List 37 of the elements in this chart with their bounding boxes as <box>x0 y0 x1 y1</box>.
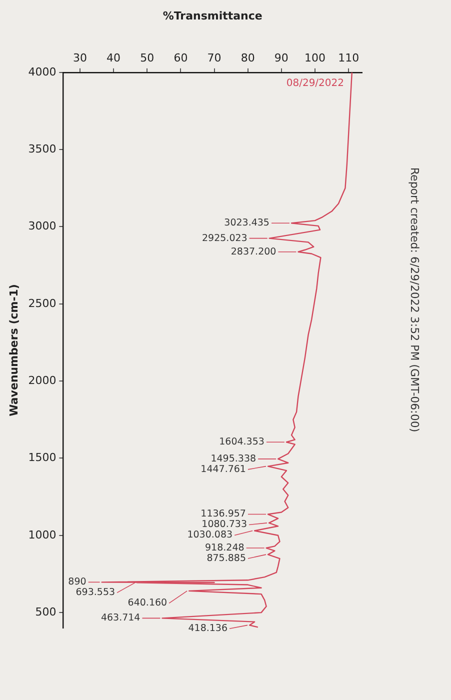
y-tick-label: 2000 <box>28 374 56 387</box>
annotation: 640.160 <box>128 598 168 609</box>
x-tick-label: 90 <box>274 52 288 65</box>
x-tick-label: 60 <box>174 52 188 65</box>
y-tick-label: 2500 <box>28 296 56 310</box>
y-tick-label: 1500 <box>28 451 56 464</box>
annotation: 918.248 <box>205 542 244 554</box>
annotation: 1447.761 <box>200 464 246 475</box>
annotation: 1080.733 <box>202 519 247 530</box>
annotation: 2837.200 <box>230 246 276 258</box>
annotation: 875.885 <box>206 552 246 564</box>
annotation: 2925.023 <box>202 232 248 244</box>
annotation: 463.714 <box>100 612 140 624</box>
x-tick-label: 70 <box>207 52 222 65</box>
y-tick-label: 3500 <box>28 142 56 156</box>
annotation: 890 <box>68 576 86 588</box>
y-tick-label: 3000 <box>28 220 56 233</box>
annotation: 1136.957 <box>200 508 246 520</box>
annotation: 693.553 <box>76 587 116 598</box>
y-tick-label: 4000 <box>28 65 56 78</box>
text: Report created: 6/29/2022 3:52 PM (GMT-06:00) <box>408 167 422 432</box>
annotation: 08/29/2022 <box>286 78 344 89</box>
annotation: 1495.338 <box>210 453 256 464</box>
annotation: 1030.083 <box>187 530 233 541</box>
x-tick-label: 80 <box>240 52 255 65</box>
x-axis-title: %Transmittance <box>162 9 262 22</box>
x-tick-label: 40 <box>106 52 121 65</box>
y-axis-title: Wavenumbers (cm-1) <box>7 284 20 416</box>
y-tick-label: 1000 <box>28 528 56 542</box>
x-tick-label: 100 <box>304 52 326 65</box>
annotation: 3023.435 <box>224 218 270 229</box>
x-tick-label: 110 <box>338 52 360 65</box>
annotation: 1604.353 <box>219 436 264 448</box>
y-tick-label: 500 <box>35 605 56 618</box>
x-tick-label: 50 <box>140 52 154 65</box>
x-tick-label: 30 <box>72 52 87 65</box>
annotation: 418.136 <box>188 623 228 634</box>
